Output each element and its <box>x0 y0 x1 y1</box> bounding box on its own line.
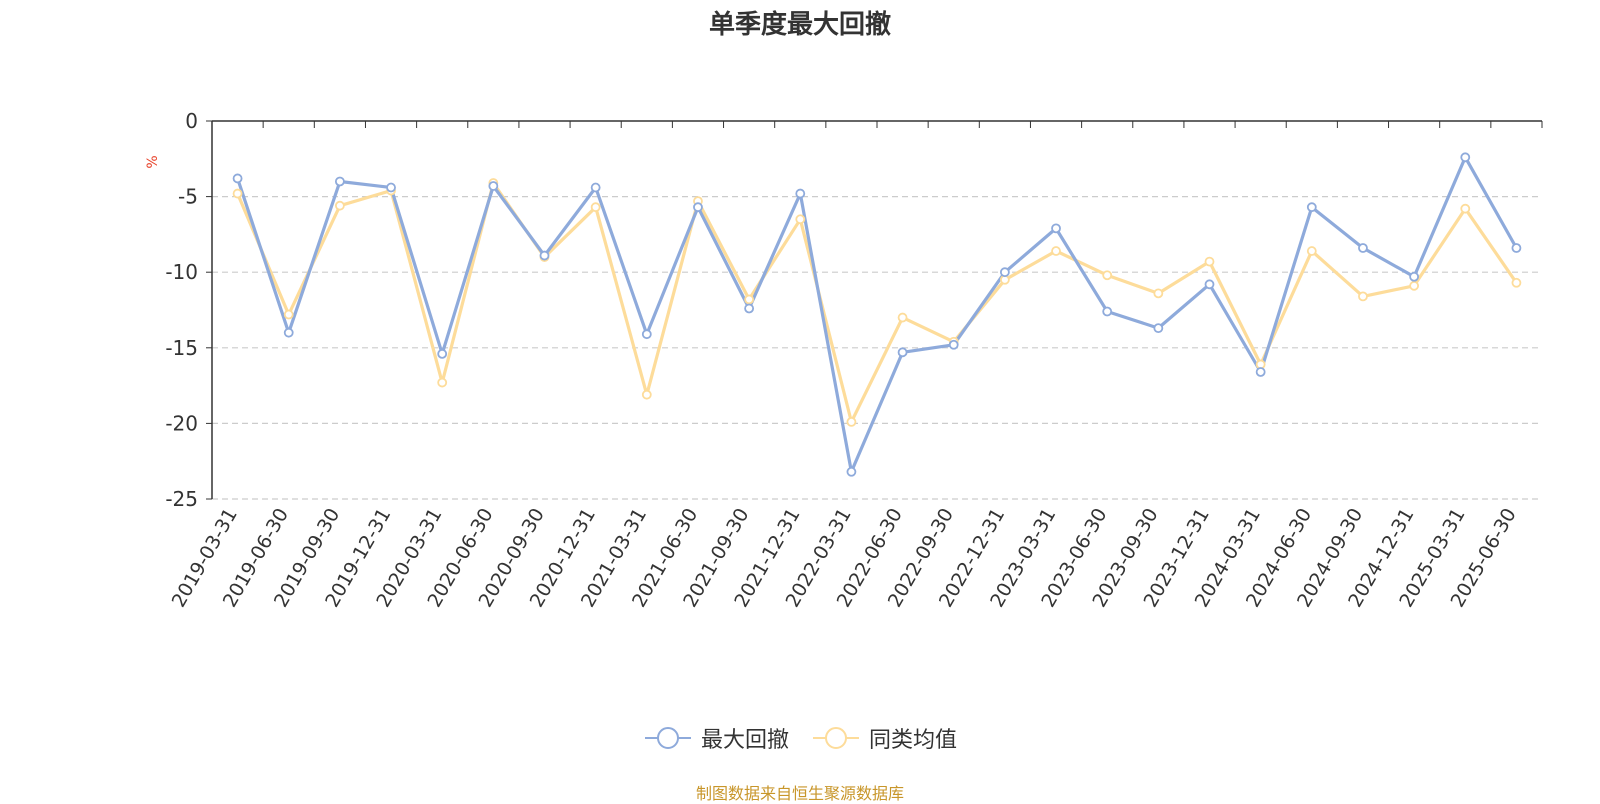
y-tick-label: -10 <box>165 260 198 284</box>
legend-swatch-1 <box>644 727 691 749</box>
data-point-series-1 <box>232 173 243 184</box>
data-point-series-2 <box>1051 246 1061 256</box>
data-point-series-2 <box>1306 246 1317 256</box>
legend-label-2: 同类均值 <box>869 728 958 753</box>
data-point-series-1 <box>539 250 550 261</box>
legend: 最大回撤 同类均值 <box>0 722 1600 754</box>
data-point-series-1 <box>1358 243 1368 253</box>
data-point-series-1 <box>693 202 703 213</box>
data-point-series-1 <box>1409 271 1420 282</box>
legend-label-1: 最大回撤 <box>700 728 789 753</box>
y-tick-label: -20 <box>165 411 198 435</box>
y-tick-label: -25 <box>165 487 198 511</box>
y-tick-label: -15 <box>165 336 198 360</box>
data-point-series-2 <box>641 389 652 400</box>
data-point-series-2 <box>846 416 857 427</box>
data-point-series-2 <box>1409 280 1420 291</box>
data-point-series-1 <box>1306 202 1317 213</box>
data-point-series-2 <box>1153 288 1164 299</box>
data-point-series-1 <box>897 347 908 358</box>
data-point-series-2 <box>334 200 345 211</box>
data-point-series-1 <box>1153 323 1164 334</box>
data-point-series-1 <box>846 466 857 477</box>
data-point-series-1 <box>1511 243 1522 253</box>
data-point-series-2 <box>897 312 908 323</box>
series-line-2 <box>236 181 1518 424</box>
data-point-series-1 <box>1255 367 1266 377</box>
data-point-series-1 <box>795 188 806 199</box>
data-point-series-2 <box>795 214 806 225</box>
data-point-series-1 <box>488 181 499 191</box>
y-tick-label: 0 <box>185 109 198 133</box>
data-point-series-2 <box>1358 291 1368 302</box>
data-point-series-1 <box>386 182 396 193</box>
data-point-series-1 <box>1102 306 1113 317</box>
data-point-series-1 <box>590 182 601 193</box>
data-point-series-2 <box>1102 270 1113 281</box>
data-point-series-2 <box>1511 277 1522 288</box>
y-axis-label: % <box>145 155 161 168</box>
data-point-series-2 <box>283 309 294 320</box>
data-point-series-1 <box>1051 223 1061 234</box>
data-point-series-2 <box>590 202 601 213</box>
data-point-series-1 <box>1460 152 1471 163</box>
legend-item-2[interactable]: 同类均值 <box>811 722 957 754</box>
data-point-series-1 <box>999 267 1010 278</box>
data-point-series-1 <box>744 303 755 314</box>
data-point-series-1 <box>334 176 345 187</box>
data-point-series-1 <box>641 329 652 340</box>
data-point-series-2 <box>437 377 448 388</box>
series-line-1 <box>236 155 1518 474</box>
data-point-series-2 <box>744 294 755 305</box>
data-point-series-1 <box>1204 279 1215 290</box>
data-point-series-1 <box>948 339 959 350</box>
data-point-series-1 <box>437 348 448 359</box>
chart-title: 单季度最大回撤 <box>708 10 891 40</box>
data-point-series-2 <box>1204 256 1215 267</box>
data-point-series-1 <box>283 327 294 338</box>
legend-swatch-2 <box>813 727 859 749</box>
data-point-series-2 <box>1460 203 1471 214</box>
y-tick-label: -5 <box>178 185 198 209</box>
legend-item-1[interactable]: 最大回撤 <box>643 722 789 754</box>
source-note: 制图数据来自恒生聚源数据库 <box>695 784 904 803</box>
data-point-series-2 <box>232 188 243 199</box>
